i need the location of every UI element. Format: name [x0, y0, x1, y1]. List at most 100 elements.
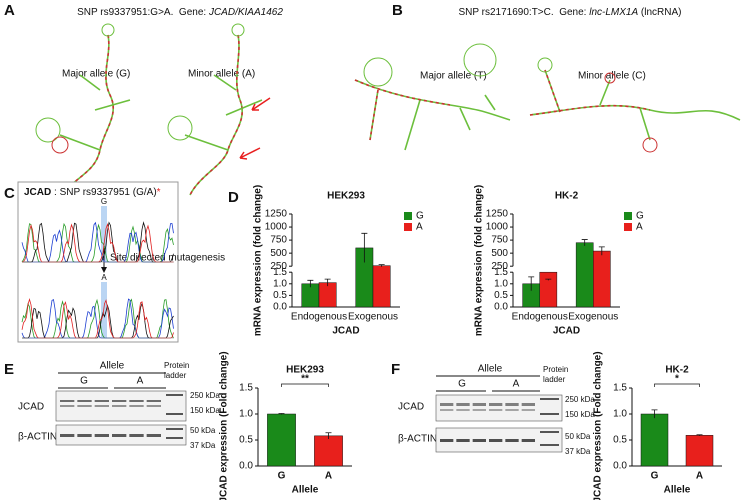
y-tick-label: 1.5 — [613, 383, 627, 394]
band — [60, 434, 75, 437]
y-tick-label: 0.0 — [273, 302, 287, 313]
error-bar — [361, 232, 368, 263]
band — [440, 409, 454, 411]
bar — [593, 250, 611, 308]
chart-title: HK-2 — [555, 191, 579, 202]
y-axis-label: JCAD expression (Fold change) — [219, 351, 230, 500]
significance-label: ** — [301, 374, 309, 385]
bar — [267, 413, 296, 467]
band — [456, 409, 470, 411]
gene-name: lnc-LMX1A — [589, 7, 638, 18]
title-text: SNP rs9337951:G>A. Gene: — [77, 7, 209, 18]
panel-title: SNP rs9337951:G>A. Gene: JCAD/KIAA1462 — [77, 7, 283, 18]
title-text: SNP rs2171690:T>C. Gene: — [459, 7, 590, 18]
y-tick-label: 1.5 — [273, 267, 287, 278]
y-tick-label: 1.0 — [613, 409, 627, 420]
band — [521, 409, 535, 411]
x-axis-label: JCAD — [553, 326, 580, 337]
y-tick-label: 250 — [491, 261, 508, 272]
row-label: JCAD — [398, 402, 424, 413]
error-bar — [325, 432, 332, 439]
y-tick-label: 1.5 — [239, 383, 253, 394]
band — [489, 403, 503, 406]
band — [112, 405, 127, 407]
error-bar — [324, 278, 331, 287]
allele-label: Major allele (T) — [420, 71, 487, 82]
highlight — [101, 206, 107, 262]
allele-label: Minor allele (C) — [578, 71, 646, 82]
legend-swatch — [624, 212, 632, 220]
legend-swatch — [404, 223, 412, 231]
band — [489, 439, 503, 442]
band — [94, 400, 109, 402]
marker-label: 50 kDa — [565, 432, 591, 441]
y-tick-label: 0.5 — [239, 435, 253, 446]
y-tick-label: 1.5 — [494, 267, 508, 278]
western-blot: Allele G A Protein ladder JCAD β-ACTIN 2… — [398, 364, 595, 456]
bar — [575, 242, 594, 308]
row-label: β-ACTIN — [398, 434, 437, 445]
chart-title: HK-2 — [665, 365, 689, 376]
band — [521, 403, 535, 406]
western-blot: Allele G A Protein ladder JCAD β-ACTIN 2… — [18, 361, 220, 450]
x-tick-label: Exogenous — [568, 312, 618, 323]
rna-structure — [35, 23, 271, 196]
legend-swatch — [404, 212, 412, 220]
y-axis-label: JCAD expression (Fold change) — [593, 351, 604, 500]
x-axis-label: Allele — [292, 485, 319, 496]
band — [94, 405, 109, 407]
panel-letter: D — [228, 189, 239, 206]
significance-bracket — [281, 383, 329, 387]
y-tick-label: 0.5 — [494, 290, 508, 301]
marker-label: 250 kDa — [190, 391, 220, 400]
band — [129, 434, 144, 437]
band — [60, 400, 75, 402]
error-bar — [598, 246, 605, 256]
x-tick-label: Endogenous — [291, 312, 347, 323]
lane-label: A — [137, 376, 144, 387]
y-tick-label: 0.5 — [613, 435, 627, 446]
ladder-label: ladder — [543, 375, 566, 384]
band — [112, 434, 127, 437]
band — [505, 439, 519, 442]
error-bar — [278, 413, 285, 415]
ladder-label: Protein — [164, 361, 189, 370]
panel-letter: B — [392, 2, 403, 19]
band — [505, 409, 519, 411]
error-bar — [545, 278, 552, 281]
x-tick-label: Exogenous — [348, 312, 398, 323]
band — [60, 405, 75, 407]
bar — [372, 265, 391, 308]
marker-label: 37 kDa — [565, 447, 591, 456]
legend-label: A — [636, 222, 643, 233]
band — [521, 439, 535, 442]
y-tick-label: 1250 — [486, 209, 509, 220]
band — [146, 400, 161, 402]
band — [77, 405, 92, 407]
ladder-band — [166, 394, 183, 396]
significance-label: * — [675, 374, 679, 385]
lane-label: A — [513, 379, 520, 390]
star: * — [157, 187, 161, 198]
ladder-band — [166, 437, 183, 439]
y-tick-label: 1000 — [486, 222, 509, 233]
band — [456, 439, 470, 442]
band — [129, 405, 144, 407]
band — [472, 439, 486, 442]
band — [472, 403, 486, 406]
y-tick-label: 1000 — [265, 222, 288, 233]
y-tick-label: 500 — [491, 248, 508, 259]
band — [489, 409, 503, 411]
band — [112, 400, 127, 402]
row-label: β-ACTIN — [18, 432, 57, 443]
step-label: Site directed mutagenesis — [110, 253, 225, 264]
allele-header: Allele — [100, 361, 125, 372]
ladder-band — [540, 444, 559, 446]
band — [146, 405, 161, 407]
band — [472, 409, 486, 411]
ladder-band — [540, 413, 559, 415]
significance-bracket — [654, 383, 700, 387]
chart-title: HEK293 — [327, 191, 365, 202]
panel-title: JCAD : SNP rs9337951 (G/A)* — [24, 187, 161, 198]
